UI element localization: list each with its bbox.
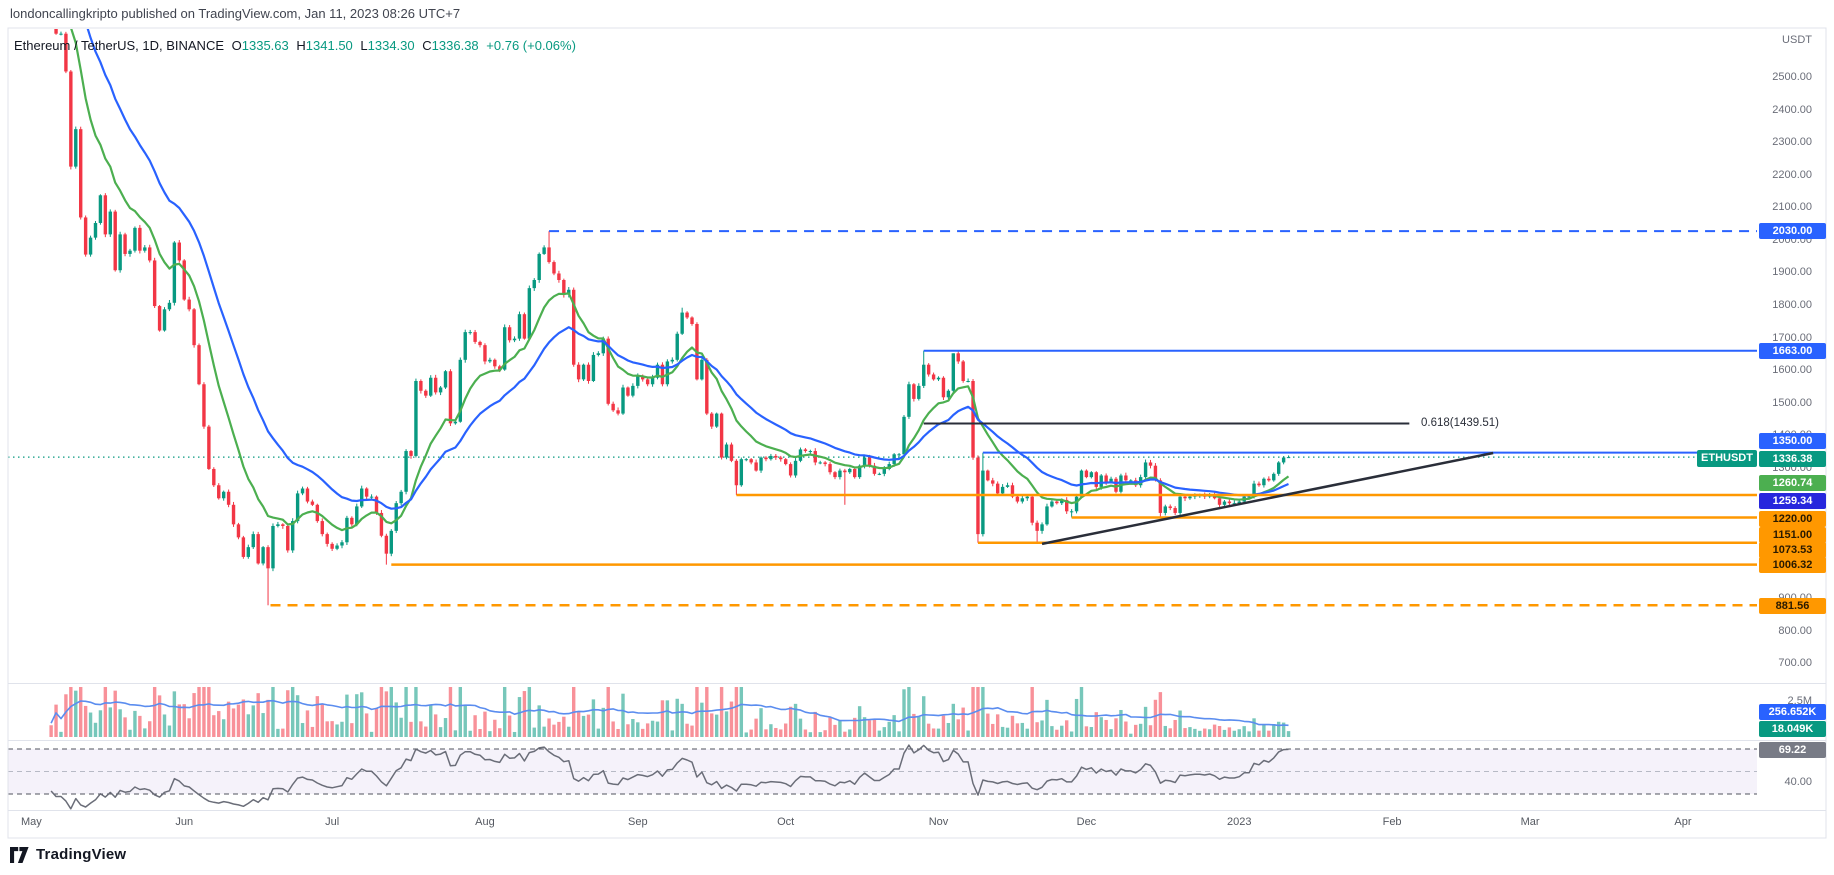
1500: 1500.00 bbox=[1772, 396, 1812, 409]
publish-info: londoncallingkripto published on Trading… bbox=[10, 6, 461, 21]
volume-ma-line bbox=[50, 699, 1289, 727]
time-axis-label-Jul: Jul bbox=[325, 816, 340, 828]
1900: 1900.00 bbox=[1772, 266, 1812, 279]
price-badge-1151.00: 1151.00 bbox=[1759, 526, 1826, 543]
rsi-pane bbox=[50, 744, 1289, 810]
fib-level-label: 0.618(1439.51) bbox=[1421, 417, 1500, 429]
price-badge-1220.00: 1220.00 bbox=[1759, 511, 1826, 527]
low-value: 1334.30 bbox=[367, 38, 415, 53]
price-badge-1073.53: 1073.53 bbox=[1759, 541, 1826, 558]
tradingview-brand[interactable]: TradingView bbox=[36, 846, 127, 863]
high-label: H bbox=[296, 38, 306, 53]
700: 700.00 bbox=[1778, 657, 1812, 670]
price-badge-1259.34: 1259.34 bbox=[1759, 492, 1826, 509]
rsi-axis-tick: 40.00 bbox=[1784, 775, 1812, 788]
ma-slow-line bbox=[86, 29, 1289, 510]
2400: 2400.00 bbox=[1772, 103, 1812, 116]
close-value: 1336.38 bbox=[431, 38, 479, 53]
2300: 2300.00 bbox=[1772, 136, 1812, 149]
change-value: +0.76 (+0.06%) bbox=[486, 38, 576, 53]
tradingview-logo-icon[interactable] bbox=[10, 846, 29, 863]
symbol-price-marker: ETHUSDT bbox=[1697, 450, 1757, 467]
2100: 2100.00 bbox=[1772, 201, 1812, 214]
time-axis-label-Sep: Sep bbox=[627, 816, 648, 828]
chart-frame bbox=[7, 27, 1827, 839]
price-badge-2030.00: 2030.00 bbox=[1759, 223, 1826, 239]
time-axis-label-Feb: Feb bbox=[1382, 816, 1402, 828]
close-label: C bbox=[422, 38, 432, 53]
1800: 1800.00 bbox=[1772, 299, 1812, 312]
time-axis-label-Nov: Nov bbox=[928, 816, 949, 828]
800: 800.00 bbox=[1778, 624, 1812, 637]
price-badge-881.56: 881.56 bbox=[1759, 598, 1826, 614]
high-value: 1341.50 bbox=[305, 38, 353, 53]
price-badge-69.22: 69.22 bbox=[1759, 742, 1826, 758]
open-value: 1335.63 bbox=[241, 38, 289, 53]
low-label: L bbox=[360, 38, 368, 53]
time-axis-label-Oct: Oct bbox=[777, 816, 795, 828]
ma-fast-line bbox=[70, 29, 1290, 532]
price-badge-1663.00: 1663.00 bbox=[1759, 343, 1826, 359]
1600: 1600.00 bbox=[1772, 364, 1812, 377]
rsi-line bbox=[50, 744, 1289, 810]
open-label: O bbox=[231, 38, 242, 53]
price-pane bbox=[8, 29, 1757, 607]
candlestick-series bbox=[54, 29, 1291, 606]
price-badge-1260.74: 1260.74 bbox=[1759, 475, 1826, 491]
time-axis-label-Aug: Aug bbox=[475, 816, 495, 828]
time-axis-label-Jun: Jun bbox=[175, 816, 194, 828]
2500: 2500.00 bbox=[1772, 71, 1812, 83]
price-badge-1006.32: 1006.32 bbox=[1759, 556, 1826, 573]
time-axis-label-May: May bbox=[21, 816, 42, 828]
price-badge-256.652K: 256.652K bbox=[1759, 703, 1826, 720]
price-badge-18.049K: 18.049K bbox=[1759, 720, 1826, 737]
symbol-title: Ethereum / TetherUS, 1D, BINANCE bbox=[14, 38, 225, 53]
volume-pane bbox=[49, 687, 1291, 737]
price-badge-1350.00: 1350.00 bbox=[1759, 433, 1826, 449]
trendline bbox=[1041, 451, 1494, 546]
1700: 1700.00 bbox=[1772, 331, 1812, 344]
time-axis-label-Mar: Mar bbox=[1520, 816, 1540, 828]
tradingview-footer[interactable]: TradingView bbox=[10, 846, 126, 863]
2200: 2200.00 bbox=[1772, 168, 1812, 181]
time-axis-label-Dec: Dec bbox=[1076, 816, 1097, 828]
symbol-legend: Ethereum / TetherUS, 1D, BINANCE O1335.6… bbox=[14, 38, 580, 53]
price-scale-currency: USDT bbox=[1782, 34, 1812, 46]
time-axis-label-Apr: Apr bbox=[1674, 816, 1692, 828]
price-badge-1336.38: 1336.38 bbox=[1759, 450, 1826, 467]
time-axis-label-2023: 2023 bbox=[1227, 816, 1252, 828]
